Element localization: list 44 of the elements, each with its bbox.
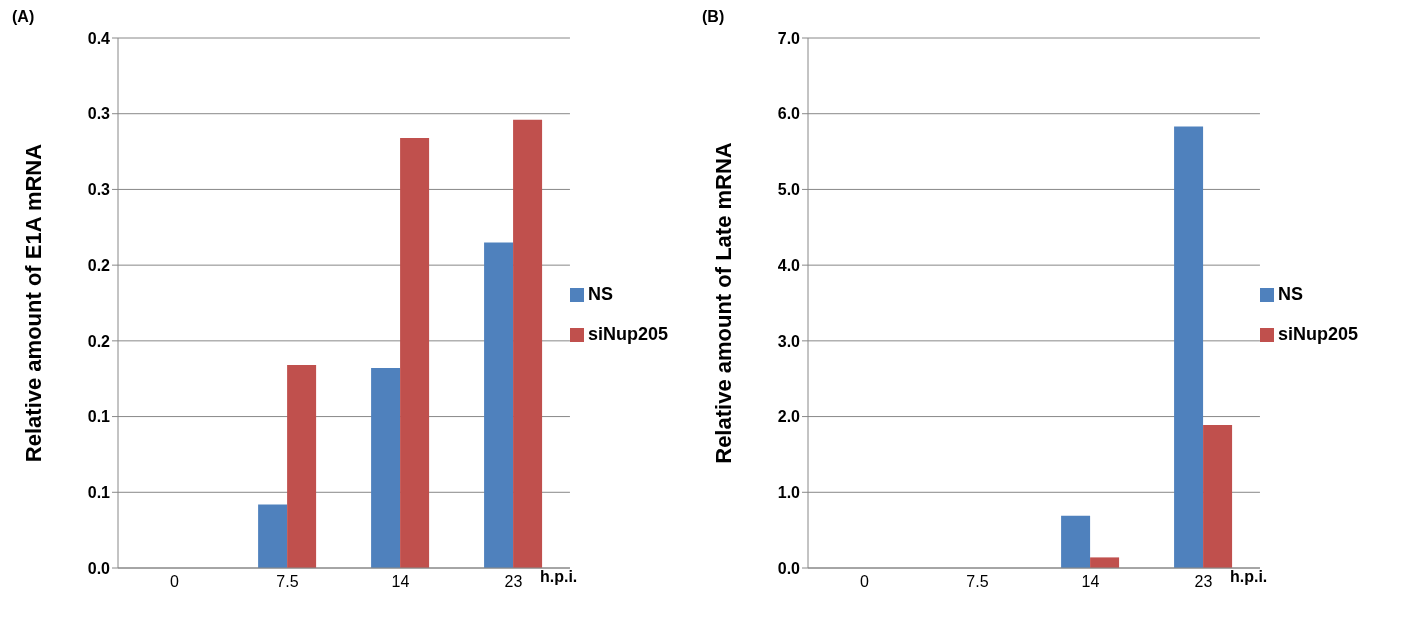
bar [287, 365, 317, 568]
y-tick-label: 0.3 [87, 105, 111, 123]
legend-label: siNup205 [1277, 324, 1358, 344]
y-tick-label: 0.1 [87, 408, 111, 426]
bar [513, 119, 543, 568]
bar [371, 368, 401, 568]
x-tick-label: 14 [1081, 573, 1100, 591]
chart-title: (A) [12, 8, 35, 26]
y-axis-title: Relative amount of Late mRNA [710, 142, 736, 464]
y-tick-label: 2.0 [777, 408, 801, 426]
x-tick-label: 7.5 [966, 573, 989, 591]
x-tick-label: 0 [860, 573, 870, 591]
x-tick-label: 7.5 [276, 573, 299, 591]
bar [1090, 557, 1120, 568]
x-tick-label: 23 [1194, 573, 1213, 591]
x-tick-label: 23 [504, 573, 523, 591]
bar [258, 504, 288, 568]
x-tick-label: 0 [170, 573, 180, 591]
legend-label: NS [587, 284, 613, 304]
y-tick-label: 1.0 [777, 483, 801, 501]
x-tick-label: 14 [391, 573, 410, 591]
y-tick-label: 0.0 [87, 559, 111, 577]
bar [1061, 515, 1091, 568]
bar [484, 242, 514, 568]
y-tick-label: 0.0 [777, 559, 801, 577]
y-tick-label: 0.4 [87, 29, 111, 47]
chart-title: (B) [702, 8, 725, 26]
bar [1203, 424, 1233, 568]
y-tick-label: 3.0 [777, 332, 801, 350]
x-axis-title: h.p.i. [1229, 567, 1268, 585]
bar [1174, 126, 1204, 568]
legend-label: siNup205 [587, 324, 668, 344]
y-tick-label: 0.2 [87, 256, 111, 274]
y-tick-label: 6.0 [777, 105, 801, 123]
bar [400, 137, 430, 568]
y-tick-label: 4.0 [777, 256, 801, 274]
y-tick-label: 0.2 [87, 332, 111, 350]
legend-label: NS [1277, 284, 1303, 304]
y-axis-title: Relative amount of E1A mRNA [20, 143, 46, 463]
y-tick-label: 7.0 [777, 29, 801, 47]
y-tick-label: 0.1 [87, 483, 111, 501]
y-tick-label: 0.3 [87, 181, 111, 199]
x-axis-title: h.p.i. [539, 567, 578, 585]
y-tick-label: 5.0 [777, 181, 801, 199]
